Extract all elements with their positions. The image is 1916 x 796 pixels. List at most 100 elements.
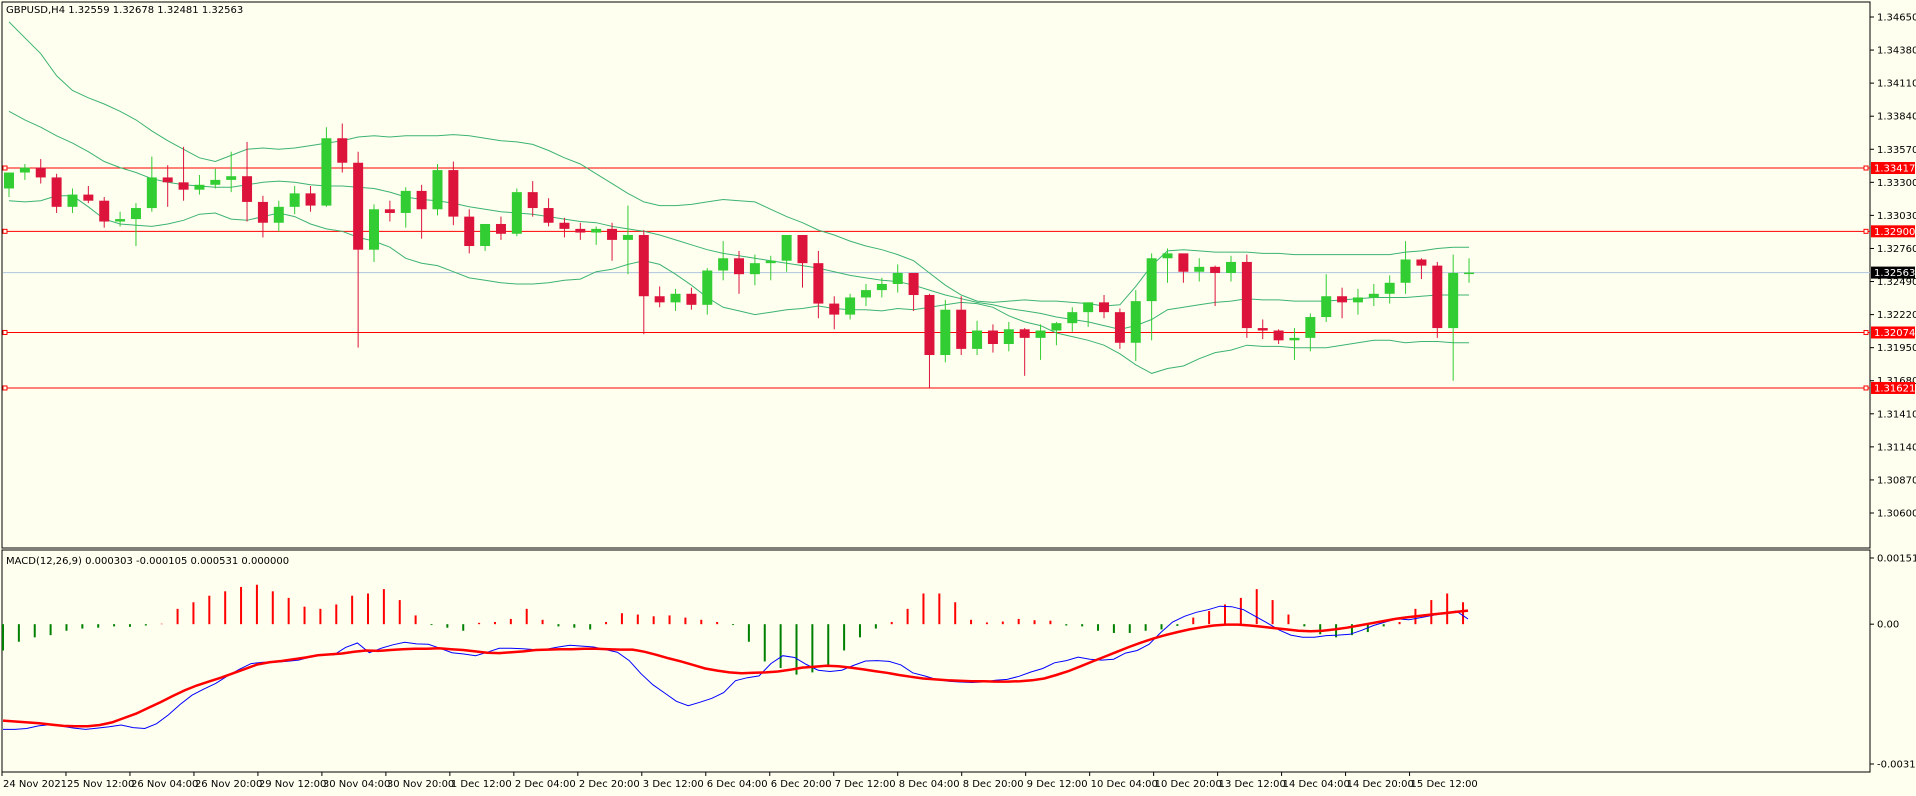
candle-body: [892, 272, 903, 284]
candle-body: [384, 209, 395, 213]
price-tag-box: [1871, 266, 1915, 279]
macd-panel-frame: [1, 549, 1871, 773]
candle-body: [115, 219, 126, 222]
price-tick-label: 1.30600: [1877, 509, 1916, 520]
price-tag-label: 1.32074: [1874, 328, 1915, 339]
candle-body: [416, 190, 427, 210]
candle-body: [1194, 266, 1205, 272]
macd-histogram: [2, 584, 1465, 675]
candle-body: [1384, 282, 1395, 294]
candle-body: [1130, 301, 1141, 343]
candle-body: [845, 297, 856, 315]
main-panel-frame: [1, 1, 1871, 549]
candle-body: [130, 208, 141, 220]
candle-body: [210, 179, 221, 185]
candle-body: [1003, 329, 1014, 344]
candle-body: [908, 272, 919, 296]
candle-body: [495, 223, 506, 234]
macd-lines: [2, 605, 1469, 730]
candle-body: [19, 167, 30, 173]
candle-body: [1321, 296, 1332, 318]
price-tick-label: 1.33030: [1877, 211, 1916, 222]
candle-body: [607, 228, 618, 240]
candle-body: [654, 296, 665, 303]
candle-body: [1337, 296, 1348, 303]
price-tick-label: 1.34650: [1877, 13, 1916, 24]
time-tick-label: 26 Nov 04:00: [131, 779, 198, 790]
candle-body: [1162, 253, 1173, 259]
price-tick-label: 1.34380: [1877, 46, 1916, 57]
price-tag-label: 1.33417: [1874, 164, 1915, 175]
candle-body: [1273, 330, 1284, 341]
candle-body: [194, 184, 205, 190]
candle-body: [1099, 302, 1110, 313]
candle-body: [622, 234, 633, 240]
time-tick-label: 14 Dec 20:00: [1347, 779, 1414, 790]
bollinger-upper: [8, 21, 1470, 307]
candle-body: [4, 172, 14, 189]
price-tag-label: 1.31621: [1874, 383, 1915, 394]
macd-axis: 0.00151 0.00 -0.00319: [1870, 554, 1916, 771]
price-tick-label: 1.32220: [1877, 310, 1916, 321]
time-tick-label: 8 Dec 04:00: [899, 779, 960, 790]
price-tick-label: 1.31410: [1877, 409, 1916, 420]
candle-body: [543, 208, 554, 223]
candles: [4, 123, 1475, 389]
candle-body: [1051, 323, 1062, 331]
candle-body: [1225, 261, 1236, 273]
candle-body: [257, 201, 268, 223]
time-tick-label: 30 Nov 04:00: [323, 779, 390, 790]
candle-body: [559, 222, 570, 229]
candle-body: [876, 283, 887, 291]
candle-body: [432, 170, 443, 210]
candle-body: [702, 270, 713, 305]
macd-main-line: [3, 605, 1469, 730]
price-tick-label: 1.31140: [1877, 442, 1916, 453]
price-tick-label: 1.34110: [1877, 79, 1916, 90]
price-tag-label: 1.32900: [1874, 227, 1915, 238]
candle-body: [369, 209, 380, 250]
time-tick-label: 15 Dec 12:00: [1411, 779, 1478, 790]
price-axis: 1.34650 1.34380 1.34110 1.33840 1.33570 1.333…: [1870, 13, 1916, 520]
candle-body: [860, 290, 871, 298]
macd-signal-line: [2, 609, 1469, 728]
candle-body: [99, 200, 110, 222]
price-tick-label: 1.32490: [1877, 277, 1916, 288]
bollinger-lower: [8, 195, 1470, 374]
candle-body: [273, 206, 284, 223]
candle-body: [1146, 258, 1157, 302]
candle-body: [1352, 297, 1363, 303]
candle-body: [1114, 312, 1125, 343]
time-tick-label: 6 Dec 20:00: [771, 779, 832, 790]
macd-tick-label: 0.00151: [1877, 554, 1916, 565]
candle-body: [289, 193, 300, 207]
candle-body: [1464, 272, 1475, 275]
price-tick-label: 1.31680: [1877, 376, 1916, 387]
time-tick-label: 14 Dec 04:00: [1283, 779, 1350, 790]
candle-body: [734, 258, 745, 275]
candle-body: [1083, 302, 1094, 313]
time-tick-label: 2 Dec 04:00: [515, 779, 576, 790]
time-tick-label: 30 Nov 20:00: [387, 779, 454, 790]
price-tag-label: 1.32563: [1874, 268, 1915, 279]
candle-body: [1305, 317, 1316, 338]
time-tick-label: 10 Dec 04:00: [1091, 779, 1158, 790]
candle-body: [1432, 265, 1443, 329]
price-tick-label: 1.30870: [1877, 475, 1916, 486]
time-tick-label: 13 Dec 12:00: [1219, 779, 1286, 790]
horizontal-lines: [2, 165, 1870, 391]
candle-body: [956, 309, 967, 349]
candle-body: [972, 330, 983, 349]
candle-body: [321, 138, 332, 206]
candle-body: [987, 330, 998, 344]
candle-body: [575, 228, 586, 233]
candle-body: [1210, 266, 1221, 273]
time-tick-label: 26 Nov 20:00: [195, 779, 262, 790]
candle-body: [51, 177, 62, 207]
candle-body: [718, 258, 729, 271]
candle-body: [1416, 259, 1427, 266]
candle-body: [448, 170, 459, 217]
candle-body: [305, 193, 316, 206]
